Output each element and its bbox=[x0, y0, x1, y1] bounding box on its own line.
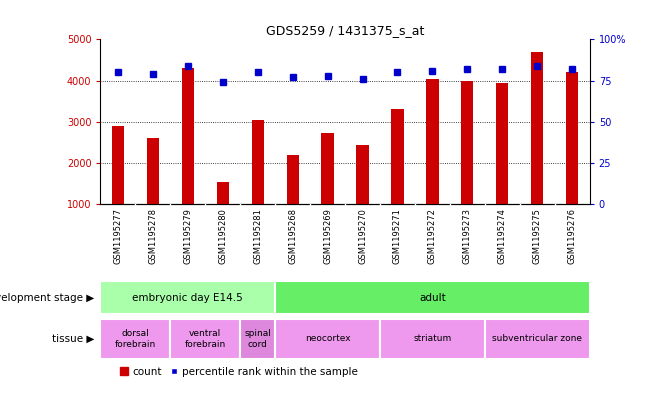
Text: spinal
cord: spinal cord bbox=[244, 329, 271, 349]
Text: adult: adult bbox=[419, 293, 446, 303]
Text: GSM1195278: GSM1195278 bbox=[148, 208, 157, 264]
Text: subventricular zone: subventricular zone bbox=[492, 334, 583, 343]
Text: embryonic day E14.5: embryonic day E14.5 bbox=[132, 293, 243, 303]
Bar bbox=[391, 109, 404, 204]
Text: GSM1195273: GSM1195273 bbox=[463, 208, 472, 264]
Text: GSM1195268: GSM1195268 bbox=[288, 208, 297, 264]
Text: GSM1195277: GSM1195277 bbox=[113, 208, 122, 264]
Bar bbox=[461, 81, 474, 204]
Title: GDS5259 / 1431375_s_at: GDS5259 / 1431375_s_at bbox=[266, 24, 424, 37]
Text: GSM1195281: GSM1195281 bbox=[253, 208, 262, 264]
Text: GSM1195275: GSM1195275 bbox=[533, 208, 542, 264]
Text: GSM1195272: GSM1195272 bbox=[428, 208, 437, 264]
Bar bbox=[566, 72, 578, 204]
Bar bbox=[380, 319, 485, 359]
Text: GSM1195280: GSM1195280 bbox=[218, 208, 227, 264]
Text: ventral
forebrain: ventral forebrain bbox=[185, 329, 226, 349]
Text: GSM1195279: GSM1195279 bbox=[183, 208, 192, 264]
Bar bbox=[275, 319, 380, 359]
Bar bbox=[275, 281, 590, 314]
Bar bbox=[100, 281, 275, 314]
Text: GSM1195271: GSM1195271 bbox=[393, 208, 402, 264]
Legend: count, percentile rank within the sample: count, percentile rank within the sample bbox=[115, 363, 362, 381]
Bar bbox=[146, 138, 159, 204]
Text: dorsal
forebrain: dorsal forebrain bbox=[115, 329, 156, 349]
Bar bbox=[496, 83, 509, 204]
Text: GSM1195270: GSM1195270 bbox=[358, 208, 367, 264]
Text: striatum: striatum bbox=[413, 334, 452, 343]
Text: tissue ▶: tissue ▶ bbox=[52, 334, 94, 344]
Text: neocortex: neocortex bbox=[305, 334, 351, 343]
Bar bbox=[181, 68, 194, 204]
Bar bbox=[100, 319, 170, 359]
Bar bbox=[251, 120, 264, 204]
Bar bbox=[170, 319, 240, 359]
Bar bbox=[112, 126, 124, 204]
Bar bbox=[240, 319, 275, 359]
Bar bbox=[321, 133, 334, 204]
Text: GSM1195269: GSM1195269 bbox=[323, 208, 332, 264]
Bar bbox=[286, 155, 299, 204]
Bar bbox=[216, 182, 229, 204]
Text: development stage ▶: development stage ▶ bbox=[0, 293, 94, 303]
Text: GSM1195276: GSM1195276 bbox=[568, 208, 577, 264]
Bar bbox=[485, 319, 590, 359]
Bar bbox=[531, 51, 544, 204]
Text: GSM1195274: GSM1195274 bbox=[498, 208, 507, 264]
Bar bbox=[356, 145, 369, 204]
Bar bbox=[426, 79, 439, 204]
